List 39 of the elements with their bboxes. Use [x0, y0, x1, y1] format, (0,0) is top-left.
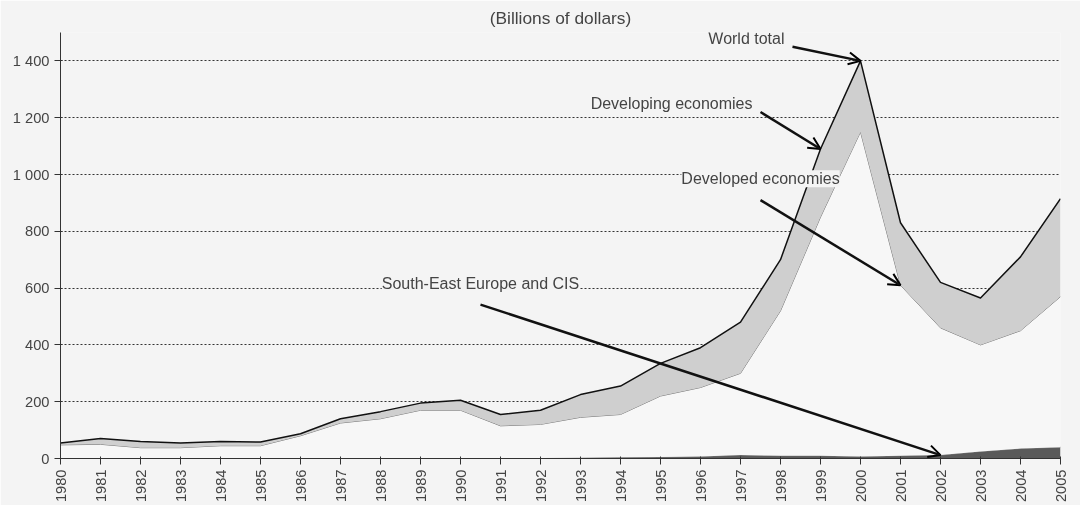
y-tick-label: 200 [25, 393, 50, 410]
x-tick-label: 1997 [732, 469, 749, 503]
y-tick-label: 0 [41, 450, 50, 467]
x-tick-label: 1995 [652, 469, 669, 503]
x-tick-label: 2005 [1052, 469, 1069, 503]
y-tick-label: 400 [25, 336, 50, 353]
x-tick-label: 2004 [1012, 469, 1029, 503]
x-tick-label: 1998 [772, 469, 789, 503]
x-tick-label: 1989 [412, 469, 429, 503]
chart-title: (Billions of dollars) [489, 7, 632, 28]
x-tick-label: 1988 [372, 469, 389, 503]
x-tick-label: 2001 [892, 469, 909, 503]
y-tick-label: 600 [25, 280, 50, 297]
y-tick-label: 800 [25, 223, 50, 240]
y-tick-label: 1 400 [12, 52, 50, 69]
x-tick-label: 1985 [252, 469, 269, 503]
x-tick-label: 1987 [332, 469, 349, 503]
annotation: World total [708, 29, 785, 47]
y-tick-label: 1 000 [12, 166, 50, 183]
x-tick-label: 2000 [852, 469, 869, 503]
x-tick-label: 1996 [692, 469, 709, 503]
x-tick-label: 1993 [572, 469, 589, 503]
x-tick-label: 2002 [932, 469, 949, 503]
x-tick-label: 1980 [52, 469, 69, 503]
x-tick-label: 1981 [92, 469, 109, 503]
x-tick-label: 1986 [292, 469, 309, 503]
x-tick-label: 1983 [172, 469, 189, 503]
x-tick-label: 1984 [212, 469, 229, 503]
annotation: Developed economies [681, 170, 840, 188]
y-tick-label: 1 200 [12, 109, 50, 126]
x-tick-label: 1999 [812, 469, 829, 503]
x-tick-label: 1982 [132, 469, 149, 503]
annotation: South-East Europe and CIS [381, 274, 580, 292]
x-tick-label: 1991 [492, 469, 509, 503]
x-tick-label: 1992 [532, 469, 549, 503]
x-tick-label: 1990 [452, 469, 469, 503]
annotation: Developing economies [590, 95, 753, 113]
x-tick-label: 2003 [972, 469, 989, 503]
x-tick-label: 1994 [612, 469, 629, 503]
